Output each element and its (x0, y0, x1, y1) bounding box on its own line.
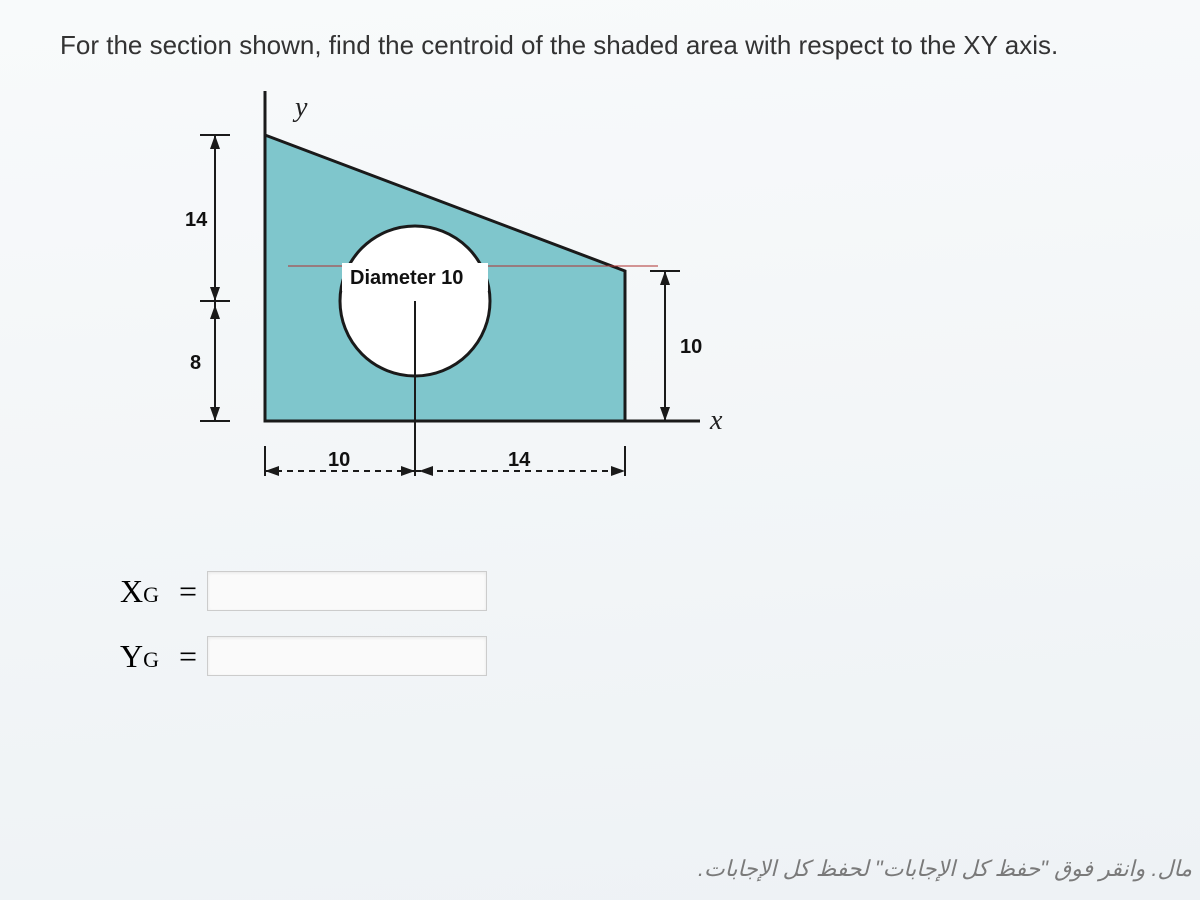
dim-right: 10 (680, 336, 702, 358)
question-page: For the section shown, find the centroid… (0, 0, 1200, 900)
diameter-label: Diameter 10 (350, 267, 463, 289)
xg-label: XG (120, 573, 159, 610)
footer-arabic: مال. وانقر فوق "حفظ كل الإجابات" لحفظ كل… (698, 856, 1200, 882)
eq-sign-2: = (179, 638, 197, 675)
xg-input[interactable] (207, 571, 487, 611)
yg-label: YG (120, 638, 159, 675)
y-axis-label: y (292, 92, 308, 123)
dim-bottom-right: 14 (508, 449, 531, 471)
xg-main: X (120, 573, 143, 610)
yg-row: YG = (120, 636, 1140, 676)
figure-svg: y Diameter 10 x (110, 91, 810, 511)
centroid-figure: y Diameter 10 x (110, 91, 810, 511)
question-text: For the section shown, find the centroid… (60, 20, 1140, 61)
xg-sub: G (143, 582, 159, 608)
dim-left-lower: 8 (190, 352, 201, 374)
yg-main: Y (120, 638, 143, 675)
dim-bottom-left: 10 (328, 449, 350, 471)
x-axis-label: x (709, 405, 723, 436)
eq-sign-1: = (179, 573, 197, 610)
yg-sub: G (143, 647, 159, 673)
xg-row: XG = (120, 571, 1140, 611)
yg-input[interactable] (207, 636, 487, 676)
dim-left-upper: 14 (185, 209, 208, 231)
answer-block: XG = YG = (120, 571, 1140, 676)
